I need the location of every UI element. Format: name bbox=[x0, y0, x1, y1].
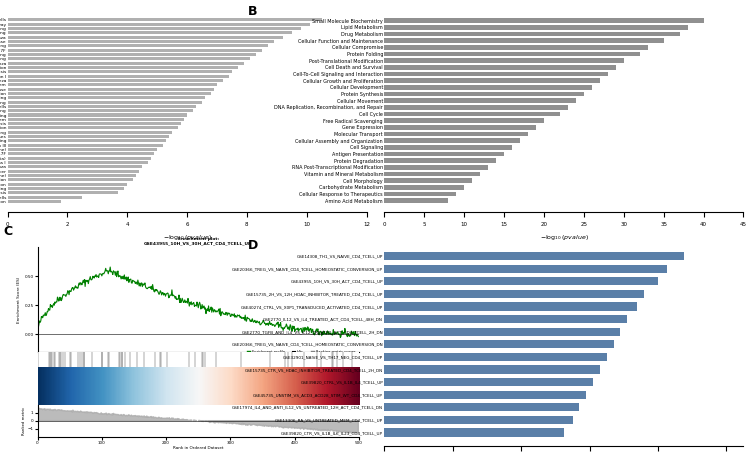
Text: D: D bbox=[248, 239, 258, 252]
Bar bbox=[385, 105, 568, 110]
Bar bbox=[385, 125, 536, 130]
Bar bbox=[385, 145, 512, 150]
Title: Enrichment plot:
GSE43955_10H_VS_30H_ACT_CD4_TCELL_UP: Enrichment plot: GSE43955_10H_VS_30H_ACT… bbox=[144, 237, 252, 246]
Bar bbox=[385, 45, 648, 50]
Bar bbox=[385, 172, 480, 177]
Bar bbox=[385, 315, 627, 323]
Bar bbox=[385, 72, 608, 76]
Bar bbox=[8, 178, 133, 182]
Bar bbox=[8, 35, 283, 39]
X-axis label: $-\log_{10}(pvalue)$: $-\log_{10}(pvalue)$ bbox=[539, 233, 589, 242]
Bar bbox=[385, 18, 704, 23]
Bar bbox=[8, 113, 187, 116]
Bar bbox=[8, 57, 250, 61]
Bar bbox=[385, 192, 457, 197]
Bar bbox=[8, 40, 274, 43]
Bar bbox=[8, 92, 211, 95]
Bar bbox=[385, 38, 664, 43]
Bar bbox=[385, 416, 572, 424]
Bar bbox=[385, 252, 683, 260]
Bar bbox=[8, 101, 202, 104]
Bar bbox=[385, 403, 579, 411]
Bar bbox=[385, 91, 584, 96]
Bar bbox=[8, 44, 268, 47]
Bar bbox=[8, 83, 217, 86]
Bar bbox=[385, 165, 488, 170]
Bar bbox=[8, 139, 166, 142]
Bar bbox=[385, 118, 544, 123]
Bar bbox=[8, 152, 154, 156]
Y-axis label: Enrichment Score (ES): Enrichment Score (ES) bbox=[17, 276, 22, 323]
Bar bbox=[8, 75, 229, 78]
Bar bbox=[385, 111, 560, 116]
Text: C: C bbox=[4, 225, 13, 238]
Legend: Enrichment profile, Hits, Ranking metric scores: Enrichment profile, Hits, Ranking metric… bbox=[246, 348, 357, 355]
Bar bbox=[385, 365, 600, 374]
Bar bbox=[385, 328, 620, 336]
Bar bbox=[385, 138, 520, 143]
Bar bbox=[8, 187, 124, 190]
Bar bbox=[385, 58, 624, 63]
Bar bbox=[8, 61, 244, 65]
Bar bbox=[8, 18, 321, 21]
Bar bbox=[8, 126, 178, 130]
Bar bbox=[8, 23, 309, 25]
Bar bbox=[385, 185, 464, 190]
Bar bbox=[8, 105, 196, 108]
Bar bbox=[385, 78, 600, 83]
Text: B: B bbox=[248, 5, 258, 18]
Bar bbox=[385, 98, 576, 103]
Bar bbox=[385, 158, 496, 163]
Bar bbox=[385, 340, 614, 349]
Bar bbox=[8, 122, 181, 125]
Bar bbox=[8, 174, 136, 177]
Bar bbox=[8, 96, 205, 99]
Bar bbox=[8, 192, 118, 194]
Y-axis label: Ranked metric: Ranked metric bbox=[22, 407, 26, 435]
Bar bbox=[385, 25, 688, 30]
Bar bbox=[385, 198, 448, 203]
Bar bbox=[385, 303, 638, 311]
Bar bbox=[385, 429, 564, 437]
Bar bbox=[8, 27, 300, 30]
Bar bbox=[8, 157, 151, 160]
Bar bbox=[385, 131, 528, 136]
Bar bbox=[8, 70, 232, 73]
Bar bbox=[8, 170, 139, 173]
Bar bbox=[385, 378, 593, 386]
Bar bbox=[8, 166, 142, 168]
Bar bbox=[385, 277, 658, 285]
Bar bbox=[385, 65, 616, 70]
Bar bbox=[8, 87, 214, 91]
Bar bbox=[385, 85, 592, 90]
Bar bbox=[385, 152, 504, 157]
Bar bbox=[8, 31, 291, 34]
Bar bbox=[385, 353, 607, 361]
Bar bbox=[385, 391, 587, 399]
Bar bbox=[8, 118, 184, 121]
X-axis label: Rank in Ordered Dataset: Rank in Ordered Dataset bbox=[173, 446, 224, 450]
Bar bbox=[8, 53, 256, 56]
Bar bbox=[8, 109, 193, 112]
Bar bbox=[385, 32, 680, 36]
X-axis label: $-\log_{10}(pvalue)$: $-\log_{10}(pvalue)$ bbox=[162, 233, 212, 242]
Bar bbox=[8, 183, 127, 186]
Bar bbox=[8, 200, 62, 203]
Bar bbox=[8, 66, 238, 69]
Bar bbox=[8, 135, 169, 138]
Bar bbox=[385, 290, 644, 298]
Bar bbox=[385, 52, 640, 56]
Bar bbox=[8, 144, 163, 147]
Bar bbox=[8, 79, 223, 82]
Bar bbox=[8, 161, 148, 164]
Bar bbox=[8, 148, 157, 151]
Bar bbox=[8, 49, 262, 51]
Bar bbox=[8, 131, 172, 134]
Bar bbox=[385, 178, 472, 183]
Bar bbox=[8, 196, 83, 199]
Bar bbox=[385, 264, 667, 273]
